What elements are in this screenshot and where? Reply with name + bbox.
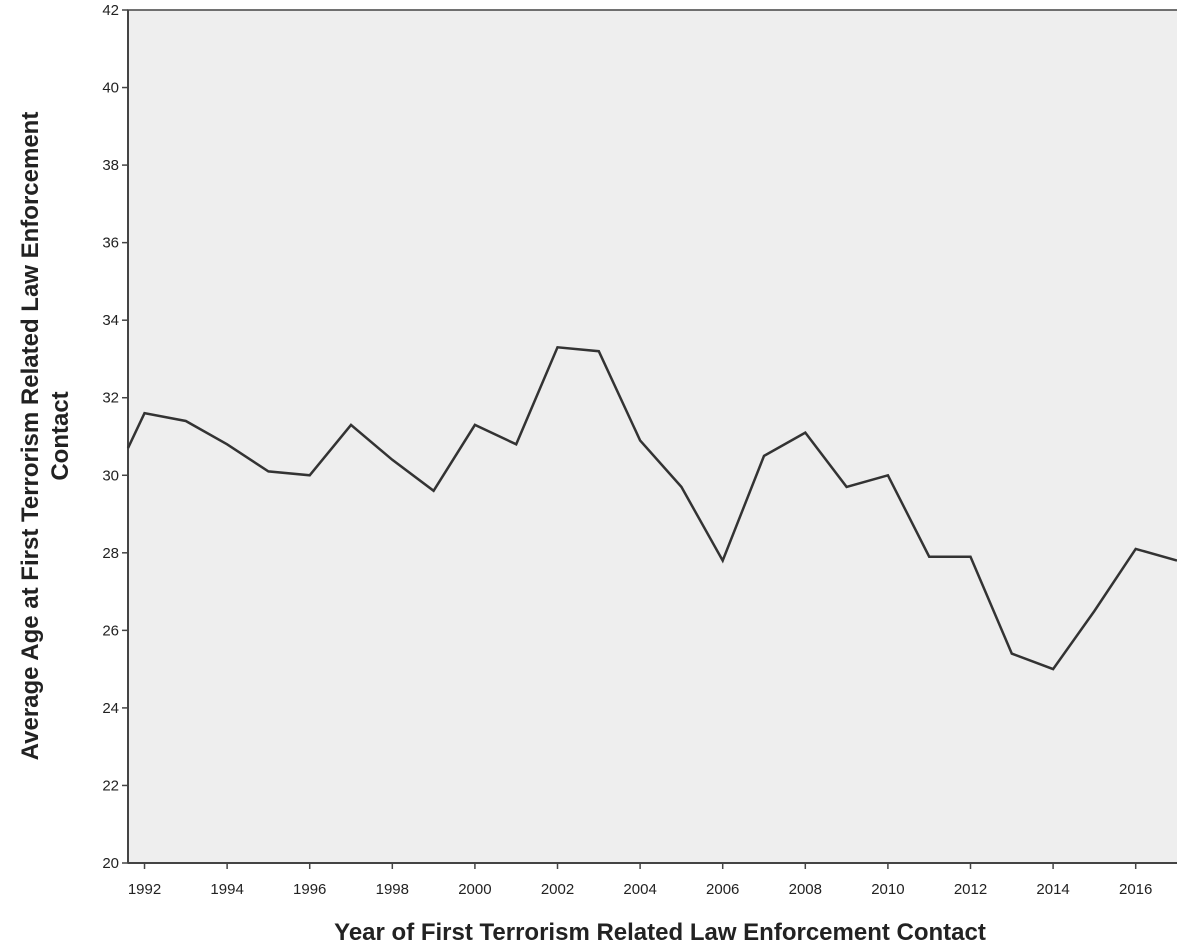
y-tick-label: 26	[102, 622, 119, 639]
x-tick-label: 2002	[541, 881, 574, 898]
plot-area	[127, 9, 1177, 864]
y-tick-label: 34	[102, 312, 119, 329]
y-tick-label: 32	[102, 390, 119, 407]
y-axis-title-line: Average Age at First Terrorism Related L…	[17, 112, 44, 761]
series-layer	[126, 345, 1177, 671]
y-axis-ticks: 20 22 24 26 28 30 32 34 36 38 40 42	[102, 2, 128, 872]
x-tick-label: 1994	[210, 881, 243, 898]
y-tick-label: 28	[102, 545, 119, 562]
x-tick-label: 1996	[293, 881, 326, 898]
series-line	[126, 345, 1177, 671]
x-axis-title: Year of First Terrorism Related Law Enfo…	[334, 919, 986, 946]
x-tick-label: 1998	[376, 881, 409, 898]
x-tick-label: 2014	[1036, 881, 1069, 898]
y-axis-title-line: Contact	[47, 391, 74, 480]
y-tick-label: 22	[102, 777, 119, 794]
x-tick-label: 2012	[954, 881, 987, 898]
y-tick-label: 30	[102, 467, 119, 484]
y-tick-label: 42	[102, 2, 119, 19]
y-tick-label: 40	[102, 80, 119, 97]
y-tick-label: 36	[102, 235, 119, 252]
y-axis-title: Average Age at First Terrorism Related L…	[17, 112, 74, 761]
x-tick-label: 2006	[706, 881, 739, 898]
x-tick-label: 1992	[128, 881, 161, 898]
x-tick-label: 2010	[871, 881, 904, 898]
y-tick-label: 20	[102, 855, 119, 872]
x-tick-label: 2016	[1119, 881, 1152, 898]
y-tick-label: 24	[102, 700, 119, 717]
y-tick-label: 38	[102, 157, 119, 174]
x-axis-ticks: 1992 1994 1996 1998 2000 2002 2004 2006 2008 2010…	[128, 863, 1152, 898]
x-tick-label: 2000	[458, 881, 491, 898]
x-tick-label: 2008	[789, 881, 822, 898]
x-tick-label: 2004	[623, 881, 656, 898]
